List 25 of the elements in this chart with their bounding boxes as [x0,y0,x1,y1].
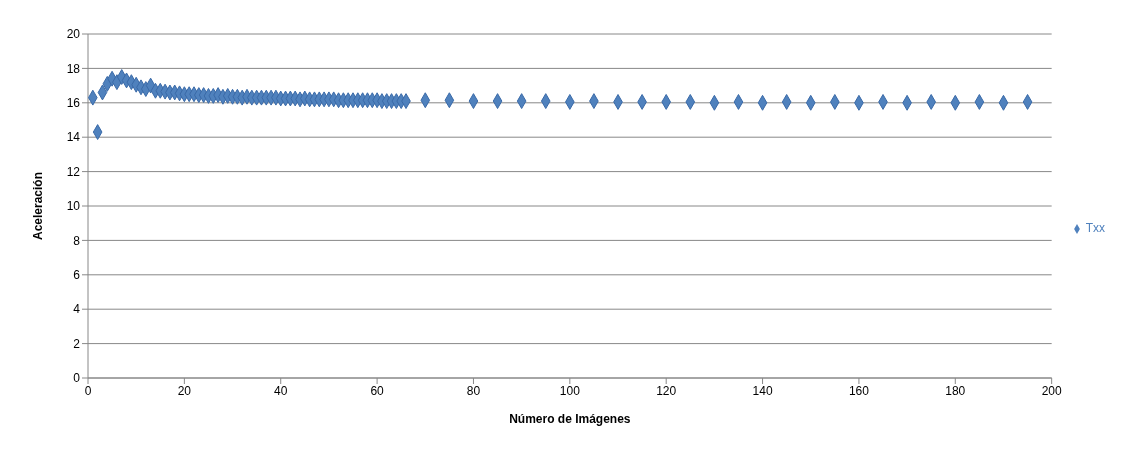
x-tick-label: 20 [177,383,192,398]
x-tick-label: 40 [274,383,288,398]
x-tick-label: 180 [945,383,966,398]
y-tick-label: 12 [66,164,81,179]
x-tick-label: 100 [559,383,581,398]
x-tick-label: 80 [466,383,481,398]
x-tick-label: 60 [370,383,385,398]
legend-label: Txx [1085,221,1105,235]
y-tick-label: 10 [66,199,81,214]
y-tick-label: 8 [73,233,81,248]
x-tick-label: 160 [848,383,870,398]
y-tick-label: 20 [66,27,81,42]
x-tick-label: 140 [752,383,773,398]
y-tick-label: 16 [66,96,81,111]
y-tick-label: 18 [66,61,81,76]
y-tick-label: 2 [73,336,81,351]
y-axis-title: Aceleración [31,171,46,241]
y-tick-label: 6 [73,268,81,283]
x-tick-label: 200 [1041,383,1062,398]
y-tick-label: 4 [73,302,81,317]
x-tick-label: 120 [656,383,677,398]
x-axis-title: Número de Imágenes [509,412,631,426]
y-tick-label: 14 [66,130,81,145]
y-tick-label: 0 [73,371,81,386]
x-tick-label: 0 [84,383,92,398]
